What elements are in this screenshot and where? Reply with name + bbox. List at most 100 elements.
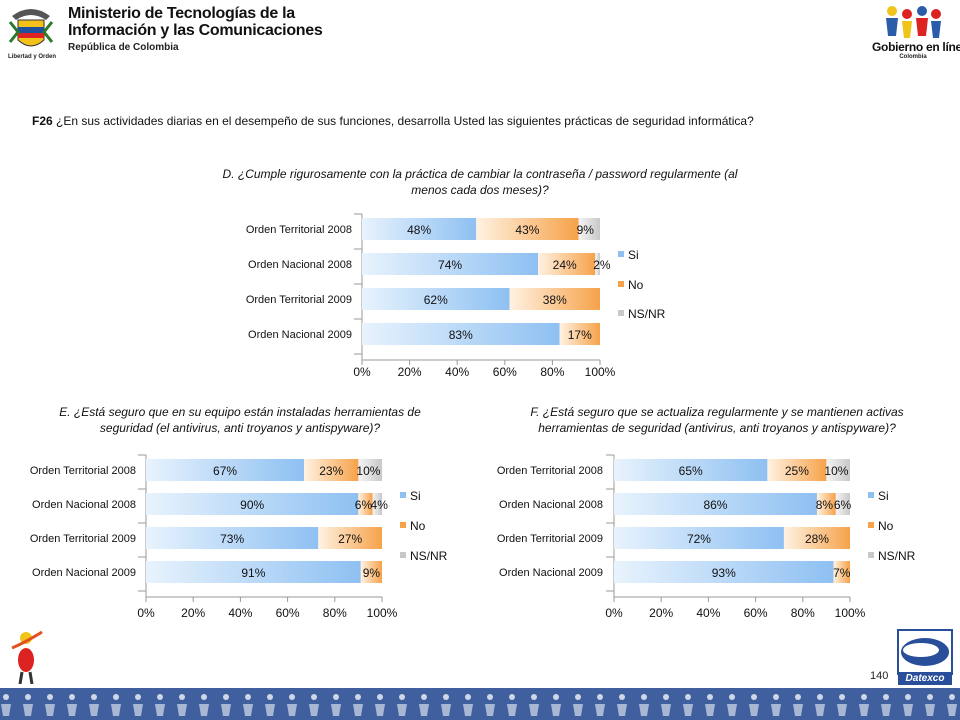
legend-label: NS/NR bbox=[410, 549, 448, 563]
chart-d-title-line1: D. ¿Cumple rigurosamente con la práctica… bbox=[222, 167, 738, 181]
footer-figure-head bbox=[927, 694, 933, 700]
footer-figure-body bbox=[881, 704, 891, 716]
footer-figure-body bbox=[925, 704, 935, 716]
legend-swatch bbox=[400, 552, 406, 558]
footer-figure-head bbox=[3, 694, 9, 700]
bar-segment-si bbox=[614, 459, 768, 481]
legend-swatch bbox=[618, 281, 624, 287]
footer-figure-head bbox=[465, 694, 471, 700]
category-label: Orden Territorial 2008 bbox=[30, 465, 136, 477]
footer-figure-body bbox=[551, 704, 561, 716]
footer-figure-head bbox=[25, 694, 31, 700]
bar-segment-nsnr bbox=[595, 253, 600, 275]
x-tick-label: 100% bbox=[585, 365, 616, 379]
legend-swatch bbox=[618, 310, 624, 316]
footer-figure-head bbox=[421, 694, 427, 700]
footer-figure-body bbox=[111, 704, 121, 716]
footer-figure-head bbox=[817, 694, 823, 700]
x-tick-label: 20% bbox=[398, 365, 422, 379]
datexco-label: Datexco bbox=[905, 673, 945, 684]
ministry-title: Ministerio de Tecnologías de la Informac… bbox=[68, 5, 323, 39]
bar-segment-no bbox=[833, 561, 850, 583]
footer-figure-body bbox=[89, 704, 99, 716]
data-label: 27% bbox=[338, 532, 362, 546]
question-code: F26 bbox=[32, 114, 53, 128]
footer-figure-body bbox=[265, 704, 275, 716]
question-text: F26 ¿En sus actividades diarias en el de… bbox=[32, 114, 932, 128]
footer-figure-head bbox=[443, 694, 449, 700]
x-tick-label: 60% bbox=[744, 606, 768, 620]
x-tick-label: 20% bbox=[181, 606, 205, 620]
footer-figure-body bbox=[45, 704, 55, 716]
category-label: Orden Territorial 2009 bbox=[30, 533, 136, 545]
footer-figure-head bbox=[201, 694, 207, 700]
bar-segment-no bbox=[509, 288, 600, 310]
legend-swatch bbox=[868, 522, 874, 528]
category-label: Orden Nacional 2008 bbox=[248, 259, 352, 271]
legend-label: Si bbox=[628, 248, 639, 262]
seal-caption: Libertad y Orden bbox=[7, 54, 56, 60]
footer-figure-head bbox=[663, 694, 669, 700]
x-tick-label: 80% bbox=[540, 365, 564, 379]
data-label: 4% bbox=[371, 498, 389, 512]
bar-segment-si bbox=[146, 527, 319, 549]
chart-f-title-line1: F. ¿Está seguro que se actualiza regular… bbox=[530, 405, 904, 419]
data-label: 48% bbox=[407, 223, 431, 237]
x-tick-label: 0% bbox=[605, 606, 623, 620]
data-label: 62% bbox=[424, 293, 448, 307]
bar-segment-no bbox=[767, 459, 827, 481]
data-label: 86% bbox=[703, 498, 727, 512]
data-label: 91% bbox=[241, 566, 265, 580]
data-label: 8% bbox=[816, 498, 834, 512]
data-label: 6% bbox=[355, 498, 373, 512]
footer-figure-head bbox=[905, 694, 911, 700]
footer-figure-body bbox=[815, 704, 825, 716]
footer-figure-body bbox=[199, 704, 209, 716]
data-label: 17% bbox=[568, 328, 592, 342]
bar-segment-no bbox=[538, 253, 596, 275]
footer-figure-body bbox=[353, 704, 363, 716]
footer-figure-body bbox=[595, 704, 605, 716]
footer-figure-body bbox=[529, 704, 539, 716]
footer-figure-head bbox=[949, 694, 955, 700]
footer-figure-body bbox=[705, 704, 715, 716]
footer-figure-body bbox=[177, 704, 187, 716]
footer-figure-body bbox=[309, 704, 319, 716]
category-label: Orden Nacional 2009 bbox=[499, 567, 603, 579]
footer-figure-body bbox=[23, 704, 33, 716]
data-label: 6% bbox=[834, 498, 852, 512]
footer-figure-body bbox=[639, 704, 649, 716]
footer-figure-body bbox=[507, 704, 517, 716]
footer-figure-head bbox=[751, 694, 757, 700]
category-label: Orden Nacional 2009 bbox=[248, 329, 352, 341]
footer-figure-head bbox=[597, 694, 603, 700]
data-label: 65% bbox=[679, 464, 703, 478]
footer-figure-body bbox=[463, 704, 473, 716]
bar-segment-si bbox=[146, 493, 359, 515]
legend-label: Si bbox=[410, 489, 421, 503]
footer-figure-body bbox=[793, 704, 803, 716]
x-tick-label: 0% bbox=[137, 606, 155, 620]
footer-figure-body bbox=[133, 704, 143, 716]
x-tick-label: 80% bbox=[323, 606, 347, 620]
category-label: Orden Nacional 2008 bbox=[32, 499, 136, 511]
legend-swatch bbox=[618, 251, 624, 257]
footer-figure-body bbox=[375, 704, 385, 716]
footer-figure-head bbox=[707, 694, 713, 700]
data-label: 9% bbox=[577, 223, 595, 237]
footer-figure-head bbox=[91, 694, 97, 700]
data-label: 73% bbox=[220, 532, 244, 546]
data-label: 2% bbox=[593, 258, 611, 272]
footer-figure-head bbox=[355, 694, 361, 700]
bar-segment-si bbox=[362, 288, 510, 310]
bar-segment-si bbox=[614, 493, 817, 515]
gobierno-en-linea-logo: Gobierno en línea Colombia bbox=[872, 2, 960, 66]
footer-figure-head bbox=[531, 694, 537, 700]
footer-figure-body bbox=[485, 704, 495, 716]
footer-figure-body bbox=[903, 704, 913, 716]
chart-e-title-line1: E. ¿Está seguro que en su equipo están i… bbox=[59, 405, 421, 419]
bar-segment-si bbox=[362, 253, 539, 275]
data-label: 38% bbox=[543, 293, 567, 307]
chart-d-title-line2: menos cada dos meses)? bbox=[411, 183, 549, 197]
